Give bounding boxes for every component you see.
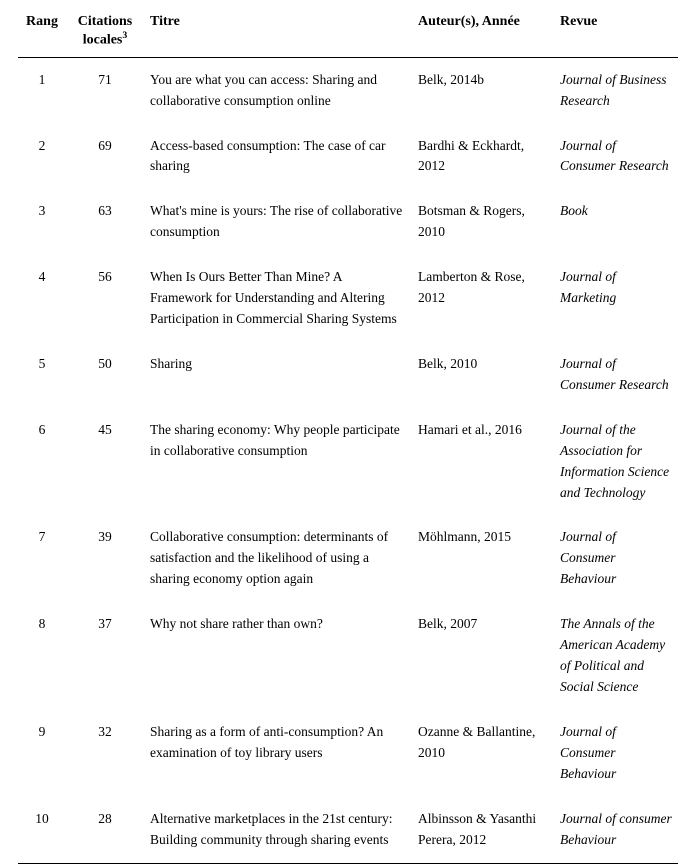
table-row: 2 69 Access-based consumption: The case …: [18, 124, 678, 190]
cell-aut: Botsman & Rogers, 2010: [412, 189, 554, 255]
table-row: 4 56 When Is Ours Better Than Mine? A Fr…: [18, 255, 678, 342]
header-row: Rang Citations locales3 Titre Auteur(s),…: [18, 8, 678, 57]
table-row: 10 28 Alternative marketplaces in the 21…: [18, 797, 678, 863]
cell-titre: The sharing economy: Why people particip…: [144, 408, 412, 516]
cell-titre: You are what you can access: Sharing and…: [144, 57, 412, 123]
header-revue: Revue: [554, 8, 678, 57]
cell-rang: 7: [18, 515, 66, 602]
cell-cit: 69: [66, 124, 144, 190]
cell-cit: 45: [66, 408, 144, 516]
header-rang: Rang: [18, 8, 66, 57]
table-row: 1 71 You are what you can access: Sharin…: [18, 57, 678, 123]
cell-cit: 28: [66, 797, 144, 863]
cell-aut: Albinsson & Yasanthi Perera, 2012: [412, 797, 554, 863]
cell-aut: Ozanne & Ballantine, 2010: [412, 710, 554, 797]
cell-rev: Journal of Consumer Research: [554, 124, 678, 190]
cell-rev: Journal of the Association for Informati…: [554, 408, 678, 516]
cell-rev: Journal of consumer Behaviour: [554, 797, 678, 863]
cell-titre: Sharing as a form of anti-consumption? A…: [144, 710, 412, 797]
cell-cit: 63: [66, 189, 144, 255]
cell-aut: Belk, 2007: [412, 602, 554, 710]
cell-rev: Journal of Consumer Research: [554, 342, 678, 408]
table-row: 3 63 What's mine is yours: The rise of c…: [18, 189, 678, 255]
table-row: 6 45 The sharing economy: Why people par…: [18, 408, 678, 516]
cell-rang: 3: [18, 189, 66, 255]
table-row: 5 50 Sharing Belk, 2010 Journal of Consu…: [18, 342, 678, 408]
cell-aut: Möhlmann, 2015: [412, 515, 554, 602]
table-body: 1 71 You are what you can access: Sharin…: [18, 57, 678, 863]
table-row: 9 32 Sharing as a form of anti-consumpti…: [18, 710, 678, 797]
header-auteurs: Auteur(s), Année: [412, 8, 554, 57]
cell-rev: Book: [554, 189, 678, 255]
cell-rang: 4: [18, 255, 66, 342]
cell-aut: Lamberton & Rose, 2012: [412, 255, 554, 342]
header-citations-sup: 3: [122, 30, 127, 41]
cell-titre: Why not share rather than own?: [144, 602, 412, 710]
cell-cit: 56: [66, 255, 144, 342]
cell-rang: 5: [18, 342, 66, 408]
cell-aut: Belk, 2010: [412, 342, 554, 408]
table-row: 7 39 Collaborative consumption: determin…: [18, 515, 678, 602]
cell-rang: 2: [18, 124, 66, 190]
cell-aut: Bardhi & Eckhardt, 2012: [412, 124, 554, 190]
cell-rang: 8: [18, 602, 66, 710]
cell-rev: Journal of Consumer Behaviour: [554, 515, 678, 602]
cell-titre: When Is Ours Better Than Mine? A Framewo…: [144, 255, 412, 342]
cell-cit: 71: [66, 57, 144, 123]
cell-titre: Collaborative consumption: determinants …: [144, 515, 412, 602]
cell-rev: Journal of Business Research: [554, 57, 678, 123]
cell-titre: What's mine is yours: The rise of collab…: [144, 189, 412, 255]
cell-cit: 37: [66, 602, 144, 710]
cell-rang: 6: [18, 408, 66, 516]
cell-rev: The Annals of the American Academy of Po…: [554, 602, 678, 710]
cell-aut: Hamari et al., 2016: [412, 408, 554, 516]
cell-titre: Alternative marketplaces in the 21st cen…: [144, 797, 412, 863]
cell-aut: Belk, 2014b: [412, 57, 554, 123]
header-titre: Titre: [144, 8, 412, 57]
header-citations: Citations locales3: [66, 8, 144, 57]
citations-table: Rang Citations locales3 Titre Auteur(s),…: [18, 8, 678, 864]
cell-titre: Sharing: [144, 342, 412, 408]
cell-rang: 10: [18, 797, 66, 863]
cell-rang: 1: [18, 57, 66, 123]
cell-rev: Journal of Consumer Behaviour: [554, 710, 678, 797]
cell-rang: 9: [18, 710, 66, 797]
cell-cit: 32: [66, 710, 144, 797]
table-row: 8 37 Why not share rather than own? Belk…: [18, 602, 678, 710]
cell-titre: Access-based consumption: The case of ca…: [144, 124, 412, 190]
cell-cit: 39: [66, 515, 144, 602]
cell-cit: 50: [66, 342, 144, 408]
cell-rev: Journal of Marketing: [554, 255, 678, 342]
